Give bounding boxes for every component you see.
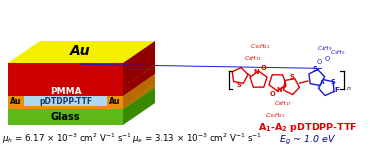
Text: Glass: Glass bbox=[51, 112, 80, 122]
Polygon shape bbox=[123, 87, 155, 125]
Text: O: O bbox=[269, 91, 275, 97]
Text: $C_8H_{17}$: $C_8H_{17}$ bbox=[274, 99, 292, 108]
Polygon shape bbox=[8, 65, 155, 87]
Polygon shape bbox=[8, 63, 123, 87]
Polygon shape bbox=[24, 74, 139, 96]
Polygon shape bbox=[8, 106, 123, 109]
Text: $\mathbf{A_1}$-$\mathbf{A_2}$ pDTDPP-TTF: $\mathbf{A_1}$-$\mathbf{A_2}$ pDTDPP-TTF bbox=[258, 121, 358, 134]
Polygon shape bbox=[8, 74, 56, 96]
Polygon shape bbox=[8, 96, 24, 106]
Text: N: N bbox=[277, 87, 282, 93]
Text: $C_{10}H_{21}$: $C_{10}H_{21}$ bbox=[250, 42, 271, 51]
Text: $C_4H_9$: $C_4H_9$ bbox=[317, 44, 333, 53]
Polygon shape bbox=[123, 41, 155, 87]
Polygon shape bbox=[123, 65, 155, 96]
Text: O: O bbox=[324, 56, 329, 62]
Text: $C_8H_{17}$: $C_8H_{17}$ bbox=[244, 54, 262, 63]
Text: F: F bbox=[335, 88, 340, 93]
Text: Au: Au bbox=[109, 97, 121, 106]
Text: pDTDPP-TTF: pDTDPP-TTF bbox=[39, 97, 92, 106]
Polygon shape bbox=[123, 74, 155, 106]
Text: $C_2H_5$: $C_2H_5$ bbox=[330, 48, 345, 57]
Text: $E_g$ ~ 1.0 eV: $E_g$ ~ 1.0 eV bbox=[279, 133, 337, 147]
Text: Au: Au bbox=[70, 44, 90, 58]
Text: S: S bbox=[313, 66, 318, 72]
Polygon shape bbox=[8, 87, 155, 109]
Polygon shape bbox=[24, 96, 107, 106]
Polygon shape bbox=[8, 41, 155, 63]
Polygon shape bbox=[24, 74, 56, 106]
Text: S: S bbox=[236, 82, 241, 88]
Text: $C_{10}H_{21}$: $C_{10}H_{21}$ bbox=[265, 111, 286, 120]
Polygon shape bbox=[8, 87, 123, 96]
Text: O: O bbox=[261, 65, 266, 71]
Text: Au: Au bbox=[10, 97, 22, 106]
Text: $\mu_e$ = 3.13 × 10$^{-3}$ cm$^2$ V$^{-1}$ s$^{-1}$: $\mu_e$ = 3.13 × 10$^{-3}$ cm$^2$ V$^{-1… bbox=[132, 132, 262, 146]
Polygon shape bbox=[123, 84, 155, 109]
Polygon shape bbox=[107, 96, 123, 106]
Text: N: N bbox=[254, 69, 259, 75]
Polygon shape bbox=[107, 74, 139, 106]
Text: S: S bbox=[290, 74, 294, 80]
Polygon shape bbox=[107, 74, 155, 96]
Text: PMMA: PMMA bbox=[50, 87, 81, 96]
Text: n: n bbox=[347, 86, 351, 91]
Polygon shape bbox=[8, 109, 123, 125]
Text: S: S bbox=[331, 79, 336, 85]
Text: $\mu_h$ = 6.17 × 10$^{-3}$ cm$^2$ V$^{-1}$ s$^{-1}$: $\mu_h$ = 6.17 × 10$^{-3}$ cm$^2$ V$^{-1… bbox=[2, 132, 132, 146]
Polygon shape bbox=[8, 84, 155, 106]
Text: O: O bbox=[317, 59, 322, 65]
